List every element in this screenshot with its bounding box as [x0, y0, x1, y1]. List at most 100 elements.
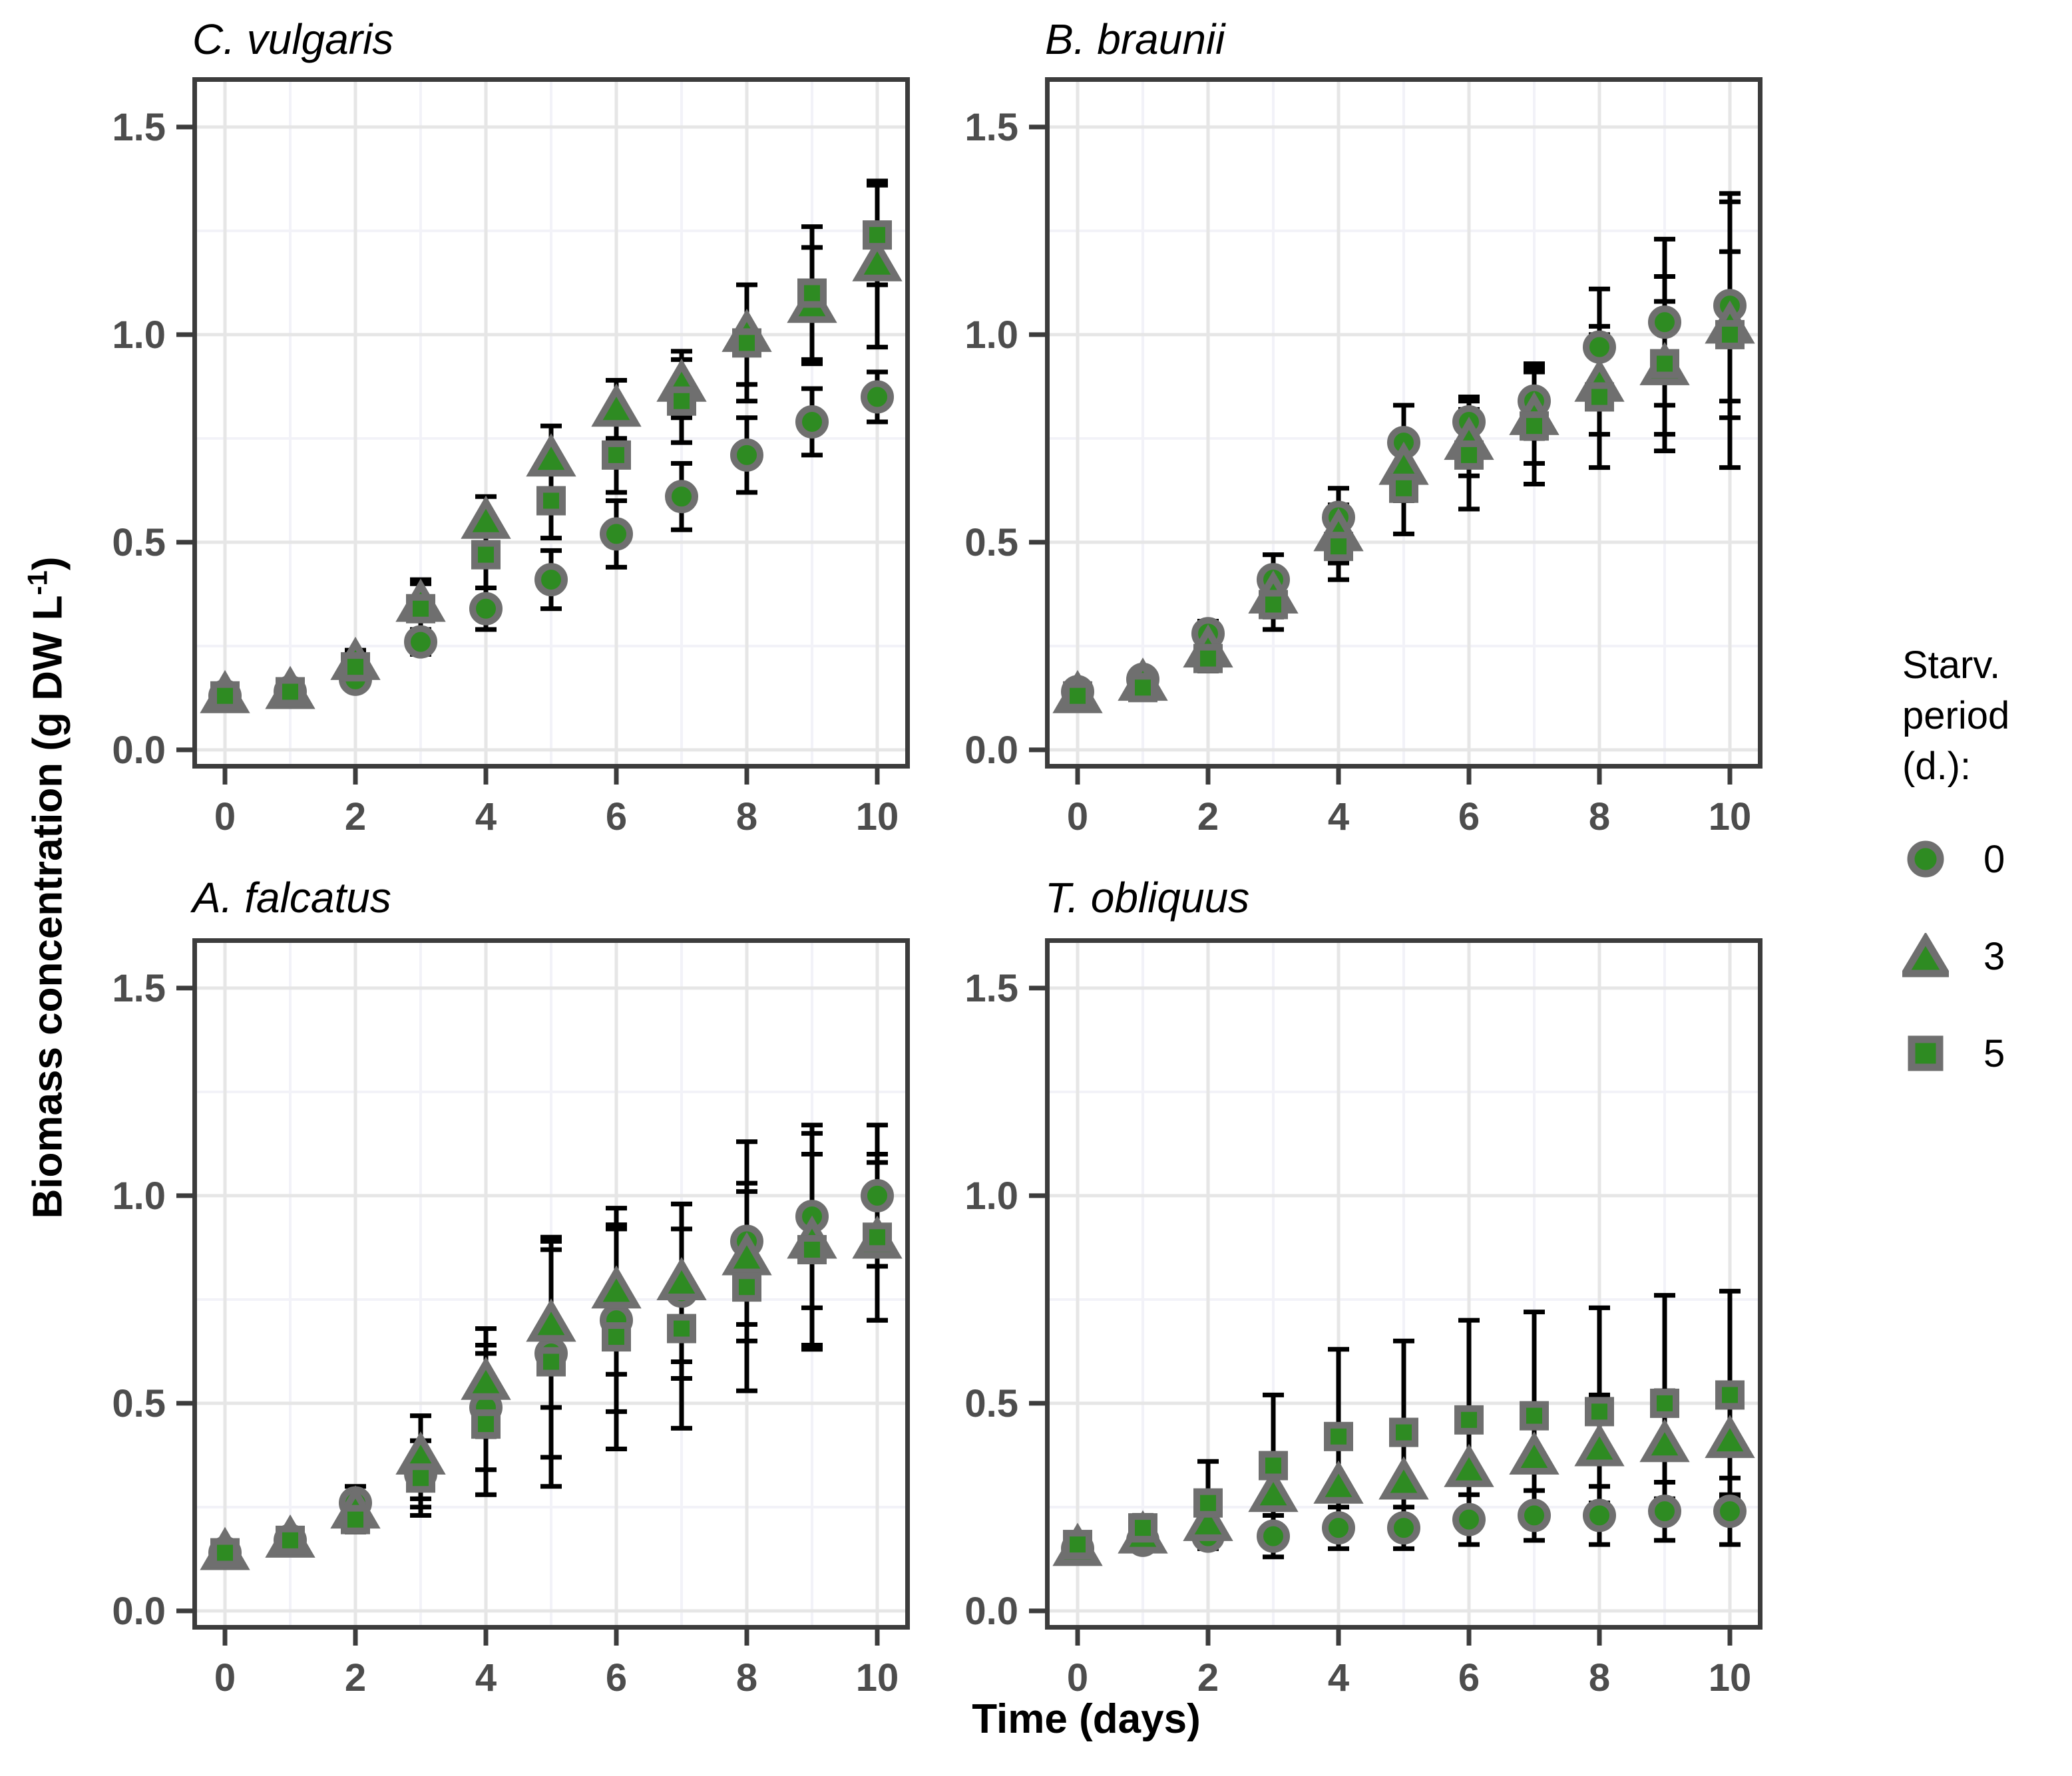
data-point-square: [1389, 1417, 1418, 1447]
data-point-square: [1454, 440, 1484, 470]
y-axis-label-superscript: -1: [21, 570, 53, 596]
panel-plot-b-braunii: 0.0 0.5 1.0 1.5 0 2 4 6 8 10: [964, 77, 1762, 838]
x-tick-label: 2: [345, 1656, 366, 1699]
data-point-circle: [600, 517, 633, 551]
x-tick-label: 2: [1197, 1656, 1219, 1699]
data-point-triangle: [852, 238, 903, 281]
panel-title-b-braunii: B. braunii: [1045, 15, 1225, 63]
legend: Starv. period (d.): 0 3 5: [1902, 640, 2072, 1127]
data-point-square: [732, 1272, 761, 1302]
data-point-square: [341, 652, 370, 682]
data-point-triangle: [1183, 1497, 1233, 1541]
legend-item-5-days: 5: [1902, 1030, 2072, 1077]
data-point-square: [732, 328, 761, 358]
data-point-square: [1520, 1401, 1549, 1431]
data-point-square: [602, 440, 631, 470]
panel-title-a-falcatus: A. falcatus: [192, 874, 391, 922]
y-tick-label: 1.0: [112, 313, 166, 357]
x-tick-label: 2: [1197, 795, 1219, 838]
data-point-square: [1650, 349, 1679, 379]
y-tick-label: 0.5: [112, 1382, 166, 1425]
panel-title-t-obliquus: T. obliquus: [1045, 874, 1250, 922]
data-point-square: [1193, 1488, 1223, 1518]
data-point-square: [667, 1314, 696, 1343]
legend-title-line2: period (d.):: [1902, 694, 2010, 788]
data-point-square: [1259, 1451, 1288, 1481]
y-tick-label: 1.0: [964, 1174, 1018, 1218]
x-tick-label: 10: [856, 795, 899, 838]
x-tick-label: 0: [214, 795, 236, 838]
data-point-circle: [469, 592, 503, 625]
y-tick-label: 1.5: [964, 967, 1018, 1010]
legend-item-label: 0: [1983, 837, 2005, 881]
y-axis-label-text: Biomass concentration (g DW L: [25, 595, 71, 1219]
data-point-circle: [665, 480, 698, 514]
data-point-circle: [861, 380, 894, 414]
data-point-circle: [1583, 1499, 1616, 1532]
data-point-square: [1454, 1405, 1484, 1435]
panel-border: [192, 77, 910, 769]
data-point-square: [1128, 1513, 1157, 1543]
x-tick-label: 8: [736, 795, 757, 838]
x-tick-label: 4: [1328, 795, 1349, 838]
x-axis-label: Time (days): [972, 1696, 1201, 1742]
data-point-circle: [861, 1178, 894, 1212]
data-point-triangle: [722, 1232, 772, 1276]
x-tick-label: 4: [475, 795, 497, 838]
y-tick-label: 1.5: [112, 106, 166, 149]
x-tick-label: 6: [1458, 1656, 1480, 1699]
legend-title: Starv. period (d.):: [1902, 640, 2072, 792]
panel-title-c-vulgaris: C. vulgaris: [192, 15, 394, 63]
data-point-square: [276, 1525, 305, 1555]
panel-plot-a-falcatus: 0.0 0.5 1.0 1.5 0 2 4 6 8 10: [112, 938, 910, 1699]
x-tick-label: 6: [1458, 795, 1480, 838]
triangle-icon: [1902, 933, 1949, 977]
x-tick-label: 0: [1067, 1656, 1088, 1699]
data-point-square: [1389, 473, 1418, 503]
data-point-circle: [1648, 305, 1681, 339]
data-point-circle: [1257, 1519, 1290, 1553]
panel-border: [1045, 77, 1762, 769]
y-tick-label: 1.5: [964, 106, 1018, 149]
data-point-triangle: [656, 1256, 707, 1300]
data-point-circle: [404, 625, 437, 659]
y-tick-label: 0.0: [112, 729, 166, 772]
legend-item-label: 5: [1983, 1031, 2005, 1075]
data-point-triangle: [1313, 1460, 1364, 1504]
legend-items: 0 3 5: [1902, 836, 2072, 1077]
data-point-square: [797, 278, 827, 308]
data-point-square: [406, 594, 435, 623]
data-point-square: [536, 1347, 566, 1377]
data-point-square: [341, 1505, 370, 1534]
data-point-square: [863, 1222, 892, 1252]
x-tick-label: 0: [214, 1656, 236, 1699]
data-point-square: [863, 220, 892, 250]
x-tick-label: 6: [606, 795, 627, 838]
data-point-square: [471, 1409, 501, 1439]
x-tick-label: 10: [856, 1656, 899, 1699]
data-point-square: [1324, 1421, 1353, 1451]
data-point-square: [1520, 411, 1549, 441]
data-point-square: [1650, 1388, 1679, 1418]
data-point-square: [667, 386, 696, 416]
x-tick-label: 10: [1709, 795, 1752, 838]
data-point-triangle: [1574, 1423, 1625, 1467]
data-point-triangle: [1248, 1469, 1299, 1512]
legend-title-line1: Starv.: [1902, 643, 2001, 687]
data-point-triangle: [1378, 1456, 1429, 1500]
y-tick-label: 1.5: [112, 967, 166, 1010]
data-point-circle: [795, 405, 829, 439]
y-tick-label: 0.0: [964, 729, 1018, 772]
x-tick-label: 4: [1328, 1656, 1349, 1699]
data-point-square: [1128, 673, 1157, 703]
x-tick-label: 8: [1589, 795, 1610, 838]
data-point-triangle: [461, 495, 511, 539]
y-tick-label: 0.5: [964, 1382, 1018, 1425]
data-point-circle: [1452, 1503, 1486, 1536]
data-point-square: [1585, 382, 1614, 412]
data-point-circle: [534, 563, 568, 597]
data-point-square: [210, 1538, 240, 1568]
data-point-circle: [1387, 1511, 1420, 1545]
y-tick-label: 1.0: [112, 1174, 166, 1218]
